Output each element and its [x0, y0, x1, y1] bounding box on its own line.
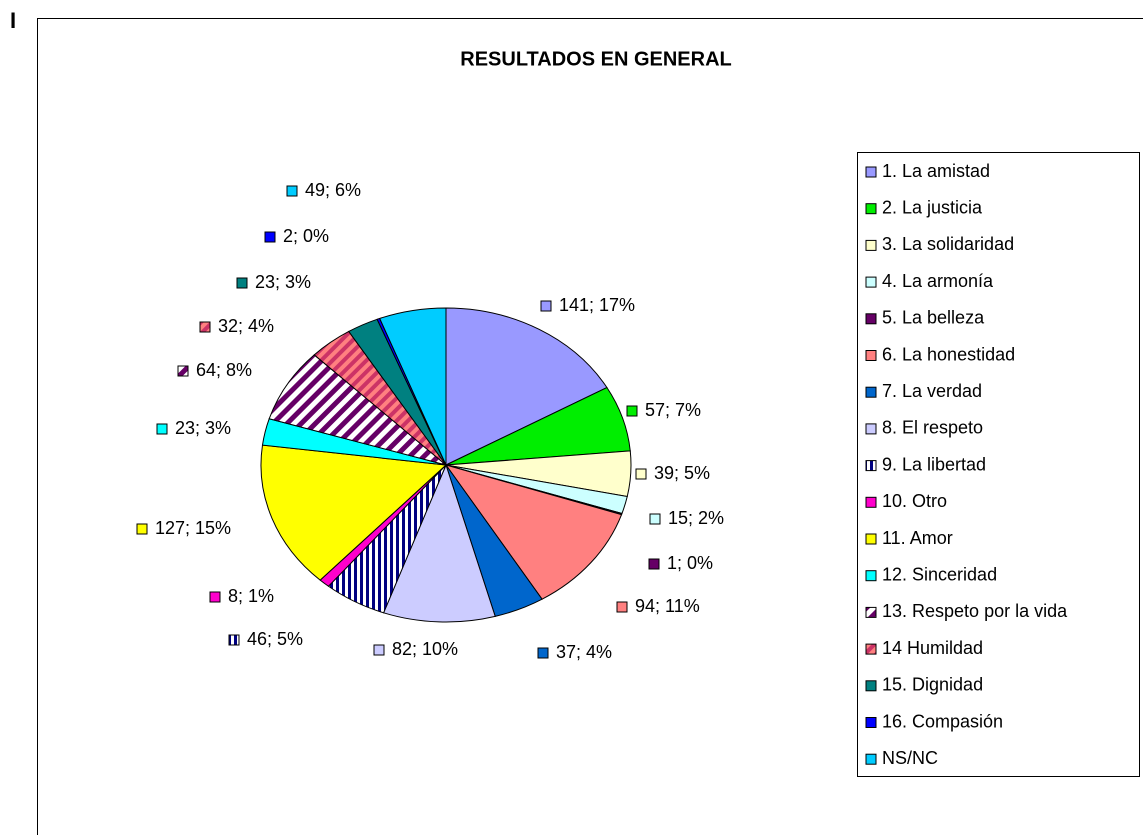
data-label: 32; 4%: [218, 316, 274, 336]
data-label: 37; 4%: [556, 642, 612, 662]
data-label: 39; 5%: [654, 463, 710, 483]
legend-swatch: [865, 533, 877, 545]
data-label: 46; 5%: [247, 629, 303, 649]
pie-slice: [445, 307, 608, 466]
label-swatch: [537, 647, 549, 659]
label-swatch: [616, 601, 628, 613]
legend-label: 14 Humildad: [882, 638, 983, 658]
legend-label: 13. Respeto por la vida: [882, 601, 1068, 621]
legend-swatch: [865, 680, 877, 692]
legend-label: 10. Otro: [882, 491, 947, 511]
label-swatch: [286, 185, 298, 197]
data-label: 82; 10%: [392, 639, 458, 659]
legend-label: 16. Compasión: [882, 711, 1003, 731]
legend-swatch: [865, 643, 877, 655]
label-swatch: [236, 277, 248, 289]
data-label: 23; 3%: [255, 272, 311, 292]
data-label: 141; 17%: [559, 295, 635, 315]
label-swatch: [635, 468, 647, 480]
pie-slice: [379, 307, 447, 466]
corner-mark: I: [10, 8, 16, 33]
legend-swatch: [865, 313, 877, 325]
legend-swatch: [865, 166, 877, 178]
data-label: 127; 15%: [155, 518, 231, 538]
legend-label: 12. Sinceridad: [882, 564, 997, 584]
legend-label: 3. La solidaridad: [882, 234, 1014, 254]
legend-label: 9. La libertad: [882, 454, 986, 474]
label-swatch: [177, 365, 189, 377]
legend-label: 7. La verdad: [882, 381, 982, 401]
data-label: 23; 3%: [175, 418, 231, 438]
data-label: 64; 8%: [196, 360, 252, 380]
label-swatch: [540, 300, 552, 312]
legend-swatch: [865, 460, 877, 472]
legend-swatch: [865, 753, 877, 765]
legend-label: 1. La amistad: [882, 161, 990, 181]
label-swatch: [156, 423, 168, 435]
label-swatch: [649, 513, 661, 525]
legend-label: 5. La belleza: [882, 308, 985, 328]
pie-slice: [260, 444, 448, 581]
legend-box: [857, 152, 1140, 777]
legend-swatch: [865, 203, 877, 215]
data-label: 8; 1%: [228, 586, 274, 606]
label-swatch: [199, 321, 211, 333]
pie-slice: [444, 464, 623, 600]
legend-label: 4. La armonía: [882, 271, 994, 291]
label-swatch: [373, 644, 385, 656]
data-label: 15; 2%: [668, 508, 724, 528]
legend-label: NS/NC: [882, 748, 938, 768]
label-swatch: [648, 558, 660, 570]
data-label: 49; 6%: [305, 180, 361, 200]
data-label: 57; 7%: [645, 400, 701, 420]
legend-label: 15. Dignidad: [882, 675, 983, 695]
data-label: 2; 0%: [283, 226, 329, 246]
data-label: 94; 11%: [635, 596, 700, 616]
data-label: 1; 0%: [667, 553, 713, 573]
legend-swatch: [865, 423, 877, 435]
legend-label: 6. La honestidad: [882, 344, 1015, 364]
legend-swatch: [865, 239, 877, 251]
legend-swatch: [865, 350, 877, 361]
label-swatch: [209, 591, 221, 603]
label-swatch: [228, 634, 240, 646]
legend-swatch: [865, 496, 877, 508]
legend-label: 2. La justicia: [882, 197, 983, 217]
label-swatch: [136, 523, 148, 535]
chart-title: RESULTADOS EN GENERAL: [460, 48, 732, 70]
legend-swatch: [865, 606, 877, 618]
legend-swatch: [865, 717, 877, 728]
legend-swatch: [865, 570, 877, 582]
legend-swatch: [865, 386, 877, 398]
label-swatch: [264, 231, 276, 243]
pie-slice: [382, 463, 496, 623]
legend-swatch: [865, 276, 877, 288]
label-swatch: [626, 405, 638, 417]
legend-label: 8. El respeto: [882, 418, 983, 438]
legend-label: 11. Amor: [882, 528, 953, 548]
